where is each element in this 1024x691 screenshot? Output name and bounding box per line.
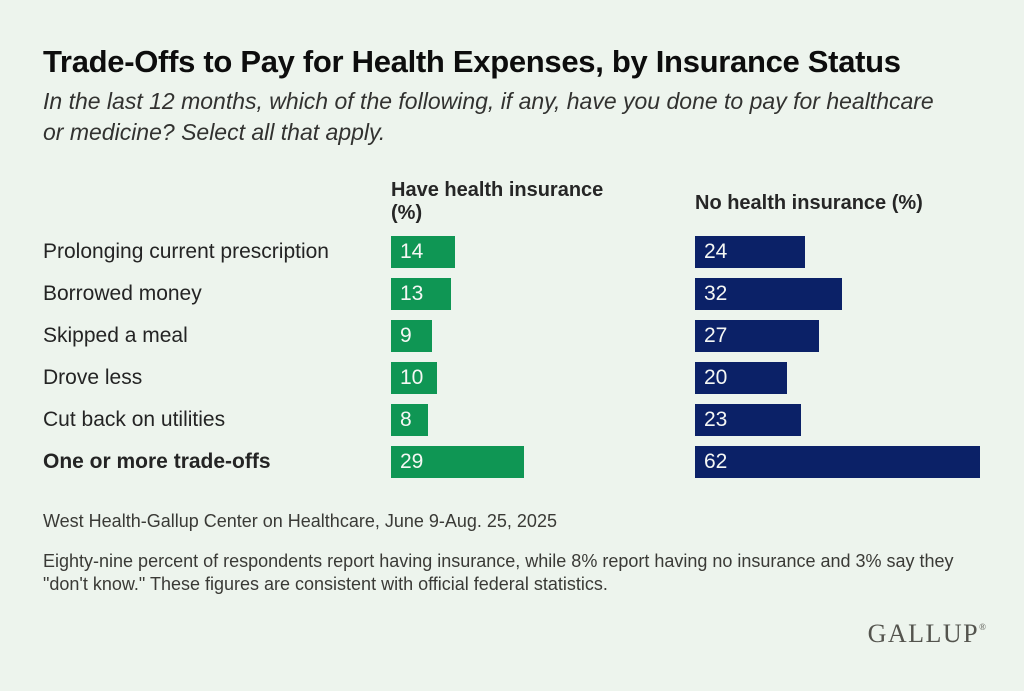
category-label: Skipped a meal [43,324,188,347]
bar-value-label: 14 [400,240,424,263]
no-insurance-bar-track: 23 [695,404,1024,436]
have-insurance-bar-track: 29 [391,446,695,478]
bar-value-label: 27 [704,324,728,347]
bar-value-label: 24 [704,240,728,263]
have-insurance-bar: 13 [391,278,451,310]
chart-row-total: One or more trade-offs 29 62 [0,446,1024,478]
bar-value-label: 9 [400,324,412,347]
bar-value-label: 29 [400,450,424,473]
no-insurance-bar-track: 20 [695,362,1024,394]
bar-value-label: 23 [704,408,728,431]
bar-value-label: 8 [400,408,412,431]
no-insurance-bar: 62 [695,446,980,478]
registered-trademark-icon: ® [979,622,986,632]
have-insurance-bar: 9 [391,320,432,352]
have-insurance-bar: 14 [391,236,455,268]
chart-row: Drove less 10 20 [0,362,1024,394]
methodology-note: Eighty-nine percent of respondents repor… [43,551,954,594]
chart-row: Borrowed money 13 32 [0,278,1024,310]
bar-chart: Prolonging current prescription 14 24 Bo… [0,236,1024,488]
no-insurance-bar: 24 [695,236,805,268]
no-insurance-bar-track: 62 [695,446,1024,478]
column-header-have-insurance: Have health insurance (%) [391,179,604,224]
bar-value-label: 13 [400,282,424,305]
no-insurance-bar: 20 [695,362,787,394]
gallup-logo: GALLUP® [868,619,986,649]
no-insurance-bar-track: 32 [695,278,1024,310]
no-insurance-bar: 32 [695,278,842,310]
no-insurance-bar: 23 [695,404,801,436]
bar-value-label: 20 [704,366,728,389]
category-label: Prolonging current prescription [43,240,329,263]
no-insurance-bar: 27 [695,320,819,352]
no-insurance-bar-track: 24 [695,236,1024,268]
bar-value-label: 10 [400,366,424,389]
have-insurance-bar-track: 14 [391,236,695,268]
have-insurance-bar-track: 8 [391,404,695,436]
chart-row: Prolonging current prescription 14 24 [0,236,1024,268]
have-insurance-bar: 29 [391,446,524,478]
have-insurance-bar-track: 9 [391,320,695,352]
category-label: Cut back on utilities [43,408,226,431]
survey-question-subtitle: In the last 12 months, which of the foll… [43,88,934,145]
bar-value-label: 62 [704,450,728,473]
category-label: One or more trade-offs [43,450,271,473]
have-insurance-bar: 10 [391,362,437,394]
chart-row: Cut back on utilities 8 23 [0,404,1024,436]
have-insurance-bar-track: 10 [391,362,695,394]
chart-row: Skipped a meal 9 27 [0,320,1024,352]
have-insurance-bar: 8 [391,404,428,436]
category-label: Drove less [43,366,143,389]
column-header-no-insurance: No health insurance (%) [695,192,923,214]
source-line: West Health-Gallup Center on Healthcare,… [43,511,557,531]
gallup-logo-text: GALLUP [867,619,980,648]
no-insurance-bar-track: 27 [695,320,1024,352]
page-title: Trade-Offs to Pay for Health Expenses, b… [43,44,901,79]
have-insurance-bar-track: 13 [391,278,695,310]
bar-value-label: 32 [704,282,728,305]
category-label: Borrowed money [43,282,202,305]
